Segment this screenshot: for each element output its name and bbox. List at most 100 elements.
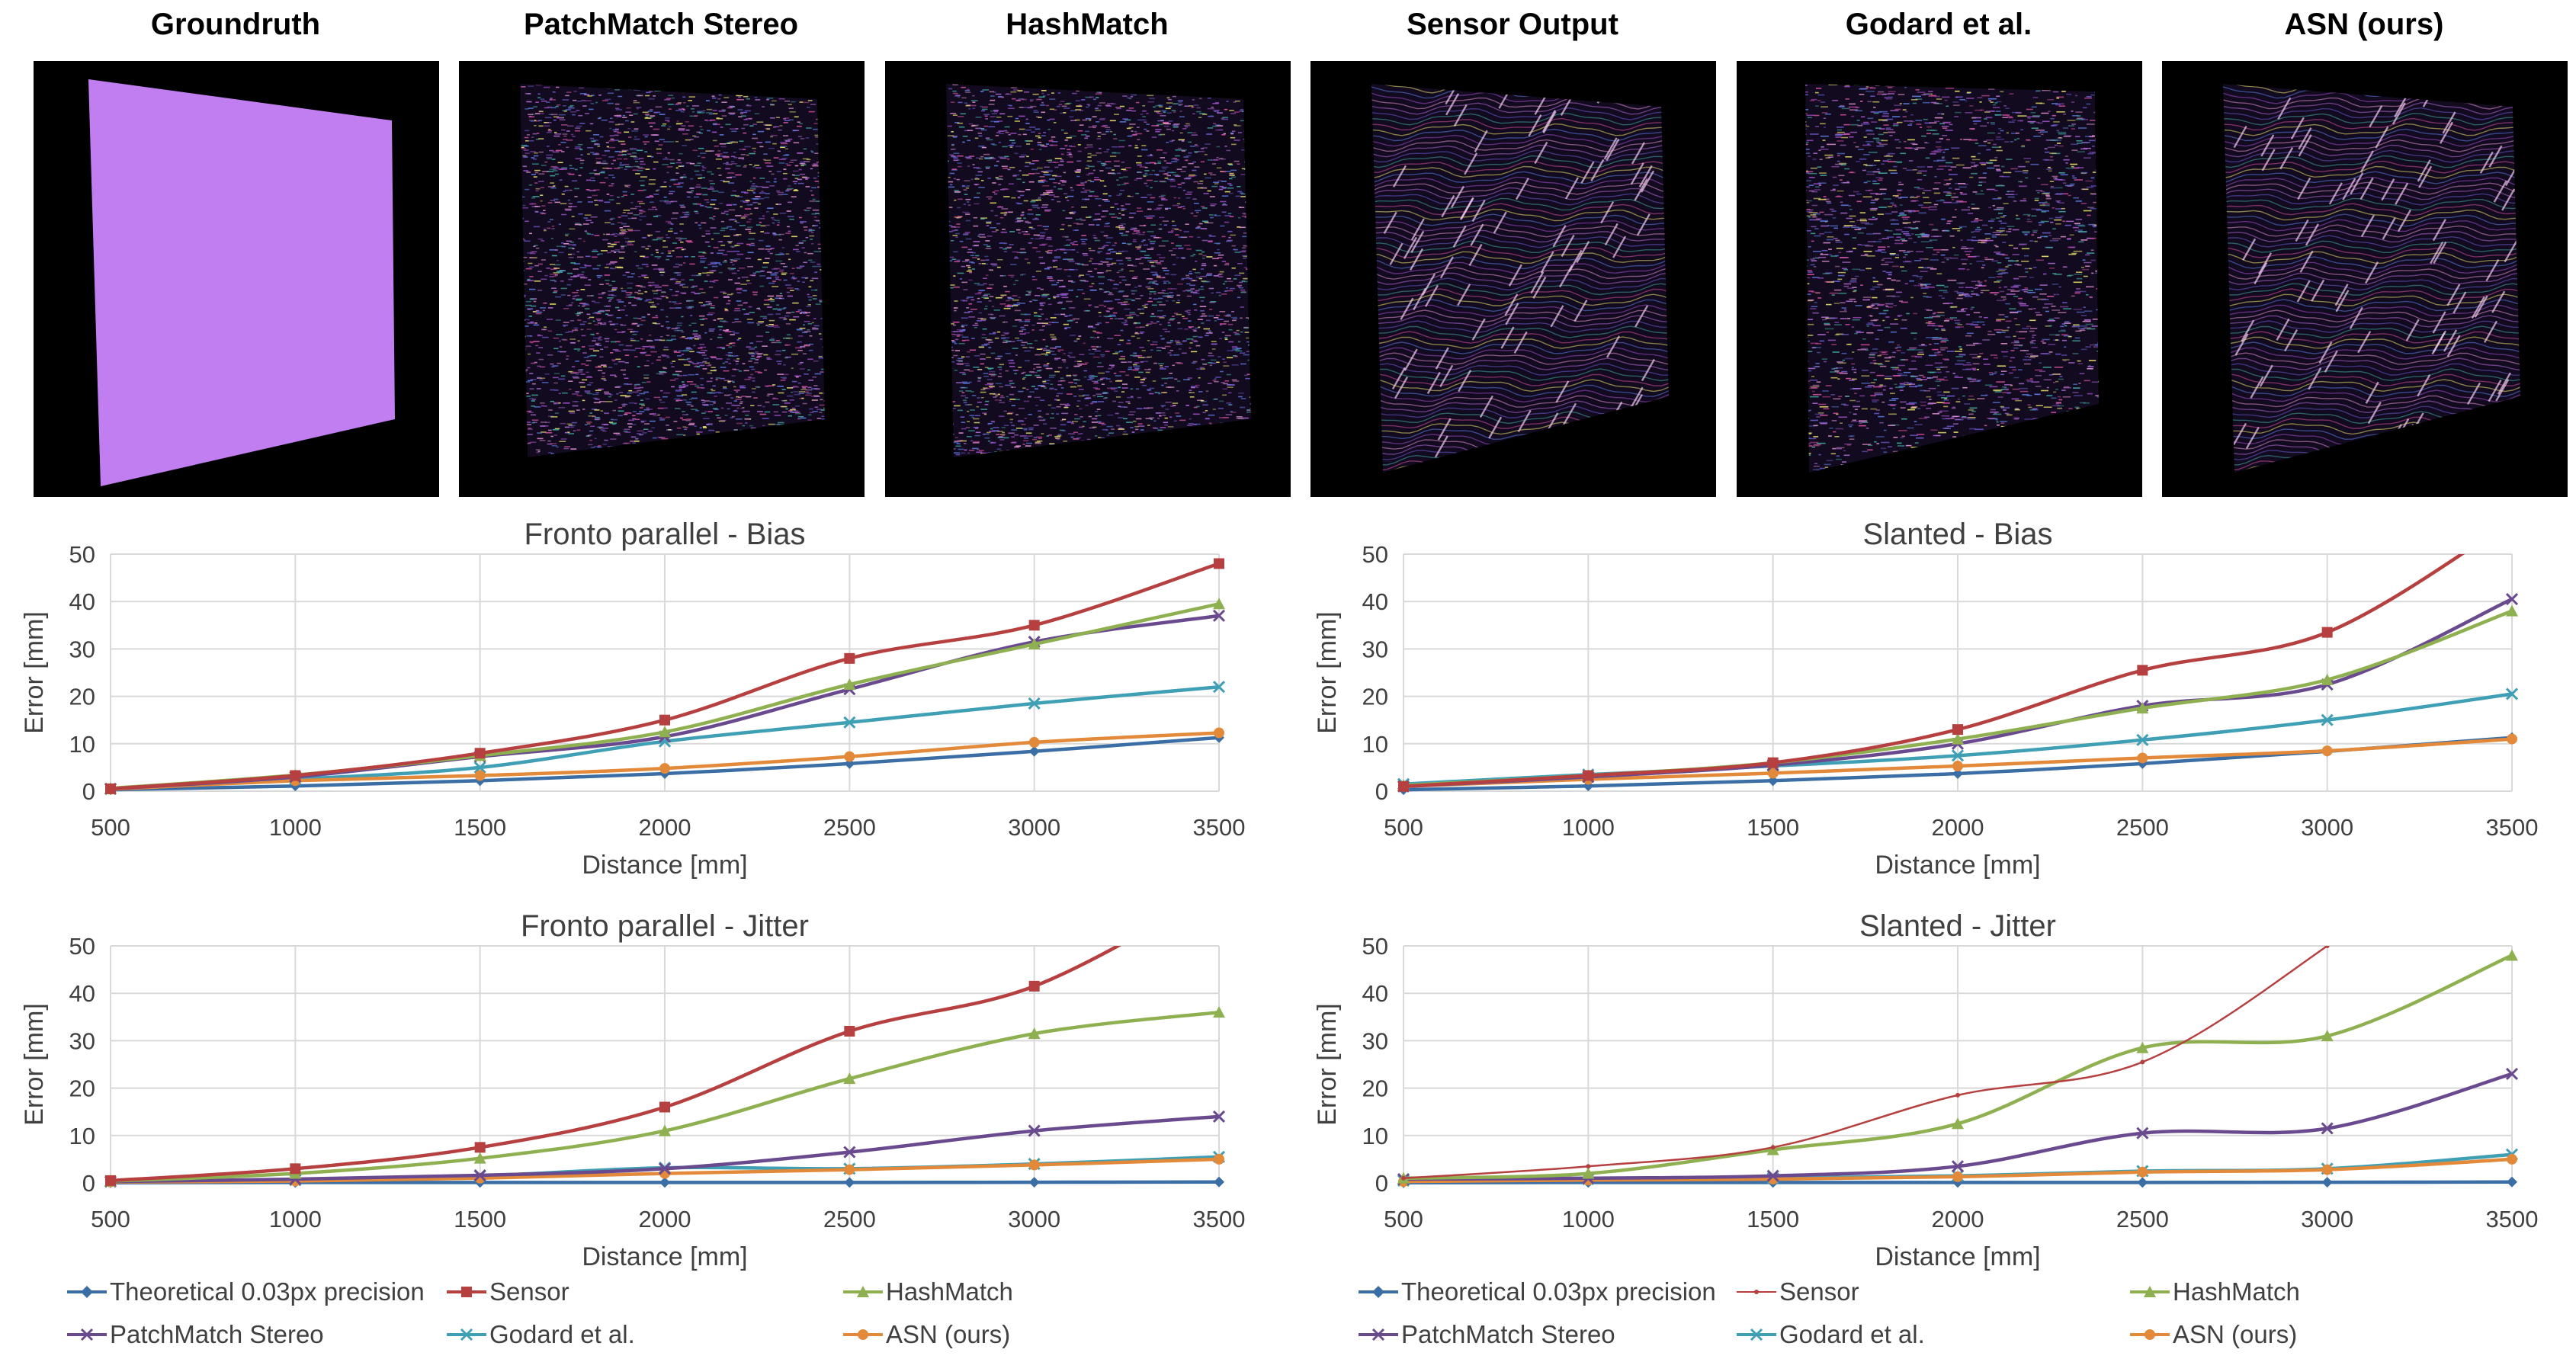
x-tick-1-1: 1000: [1562, 814, 1615, 841]
point-sensor-c0-3: [659, 714, 670, 726]
panel-title-groundtruth: Groundruth: [150, 8, 321, 41]
legend-item-theoretical-2: Theoretical 0.03px precision: [1359, 1277, 1716, 1306]
point-sensor-c1-2: [1767, 757, 1779, 768]
panel-image-asn: [2162, 61, 2568, 497]
y-tick-1-5: 50: [1362, 541, 1388, 568]
chart-title-1: Slanted - Bias: [1862, 518, 2052, 551]
point-asn-c3-6: [2507, 1153, 2517, 1165]
point-patchmatch-c3-5: [2321, 1122, 2334, 1135]
legend-label-hashmatch: HashMatch: [886, 1277, 1013, 1306]
panel-title-patchmatch: PatchMatch Stereo: [523, 8, 799, 41]
point-godard-c1-6: [2505, 688, 2519, 700]
legend-marker-sensor-2: [1737, 1290, 1776, 1294]
x-tick-3-3: 2000: [1932, 1206, 1984, 1232]
point-patchmatch-c3-2: [1766, 1169, 1779, 1182]
point-hashmatch-c3-6: [2506, 949, 2518, 961]
chart-title-3: Slanted - Jitter: [1859, 909, 2056, 943]
panel-image-hashmatch: [885, 61, 1291, 497]
point-hashmatch-c0-6: [1213, 598, 1225, 610]
legend-item-godard-2: Godard et al.: [1737, 1320, 1925, 1349]
point-asn-c3-3: [1952, 1171, 1963, 1182]
point-sensor-c2-1: [290, 1163, 301, 1175]
y-tick-0-3: 30: [69, 636, 95, 662]
y-tick-1-4: 40: [1362, 588, 1388, 615]
x-tick-2-2: 1500: [454, 1206, 506, 1232]
x-tick-0-4: 2500: [823, 814, 876, 841]
point-hashmatch-c2-2: [473, 1152, 486, 1164]
legend-item-hashmatch-2: HashMatch: [2130, 1277, 2300, 1306]
point-theoretical-c1-2: [1767, 775, 1779, 787]
legend-label-sensor-2: Sensor: [1779, 1277, 1859, 1306]
x-tick-2-6: 3500: [1193, 1206, 1246, 1232]
panel-title-asn: ASN (ours): [2284, 8, 2444, 41]
point-patchmatch-c3-4: [2136, 1127, 2149, 1139]
panel-image-godard: [1737, 61, 2142, 497]
point-sensor-c1-0: [1398, 780, 1409, 792]
x-tick-0-0: 500: [91, 814, 130, 841]
legend-marker-asn-2: [2130, 1329, 2170, 1340]
series-group-2: [104, 946, 1226, 1188]
legend-item-patchmatch-2: PatchMatch Stereo: [1359, 1320, 1615, 1349]
point-asn-c0-6: [1214, 727, 1224, 739]
panel-image-sensor: [1310, 61, 1716, 497]
y-tick-0-5: 50: [69, 541, 95, 568]
x-tick-1-6: 3500: [2486, 814, 2539, 841]
panel-image-groundtruth: [34, 61, 439, 497]
legend-label-asn: ASN (ours): [886, 1320, 1011, 1348]
point-patchmatch-c2-3: [658, 1162, 672, 1175]
point-hashmatch-c2-6: [1213, 1006, 1225, 1018]
legend-marker-theoretical: [67, 1286, 107, 1298]
y-tick-2-1: 10: [69, 1123, 95, 1149]
series-group-3: [1397, 946, 2519, 1188]
point-sensor-c2-0: [105, 1175, 116, 1186]
y-label-3: Error [mm]: [1313, 1003, 1342, 1126]
point-theoretical-c2-4: [844, 1177, 855, 1188]
point-hashmatch-c1-5: [2321, 673, 2334, 685]
panel-title-sensor: Sensor Output: [1407, 8, 1618, 41]
y-tick-1-0: 0: [1375, 778, 1388, 805]
panel-title-godard: Godard et al.: [1845, 8, 2032, 41]
point-sensor-c3-0: [1401, 1175, 1406, 1181]
point-patchmatch-c0-6: [1212, 609, 1226, 622]
point-sensor-c1-3: [1952, 724, 1963, 736]
y-tick-3-4: 40: [1362, 980, 1388, 1007]
legend-marker-sensor: [447, 1287, 486, 1297]
y-tick-0-2: 20: [69, 684, 95, 710]
point-sensor-c3-5: [2324, 946, 2330, 948]
point-sensor-c0-1: [290, 770, 301, 781]
series-group-0: [104, 558, 1226, 796]
legend-item-sensor-2: Sensor: [1737, 1277, 1859, 1306]
x-tick-0-3: 2000: [639, 814, 691, 841]
y-tick-0-4: 40: [69, 588, 95, 615]
x-tick-3-1: 1000: [1562, 1206, 1615, 1232]
point-sensor-c0-0: [105, 783, 116, 794]
point-sensor-c2-4: [844, 1025, 855, 1037]
point-godard-c1-4: [2136, 733, 2149, 746]
x-tick-3-4: 2500: [2116, 1206, 2169, 1232]
patchmatch-point-cloud: [520, 84, 825, 457]
legend-label-hashmatch-2: HashMatch: [2173, 1277, 2300, 1306]
x-tick-2-5: 3000: [1008, 1206, 1060, 1232]
legend-item-asn-2: ASN (ours): [2130, 1320, 2297, 1349]
y-tick-2-2: 20: [69, 1075, 95, 1102]
legend-item-theoretical: Theoretical 0.03px precision: [67, 1277, 425, 1306]
x-tick-1-2: 1500: [1747, 814, 1799, 841]
point-patchmatch-c3-3: [1951, 1160, 1965, 1173]
x-tick-1-4: 2500: [2116, 814, 2169, 841]
point-theoretical-c3-6: [2507, 1176, 2517, 1188]
point-hashmatch-c3-5: [2321, 1030, 2334, 1042]
point-patchmatch-c2-4: [843, 1146, 856, 1159]
y-tick-3-3: 30: [1362, 1027, 1388, 1054]
point-sensor-c3-4: [2140, 1059, 2145, 1065]
point-theoretical-c0-5: [1028, 745, 1040, 757]
y-tick-3-0: 0: [1375, 1170, 1388, 1197]
legend-label-theoretical: Theoretical 0.03px precision: [110, 1277, 425, 1306]
point-hashmatch-c2-4: [843, 1072, 856, 1085]
legend-marker-asn: [843, 1329, 883, 1340]
point-asn-c1-5: [2321, 745, 2333, 757]
point-asn-c2-5: [1028, 1159, 1040, 1171]
panel-title-hashmatch: HashMatch: [1006, 8, 1169, 41]
